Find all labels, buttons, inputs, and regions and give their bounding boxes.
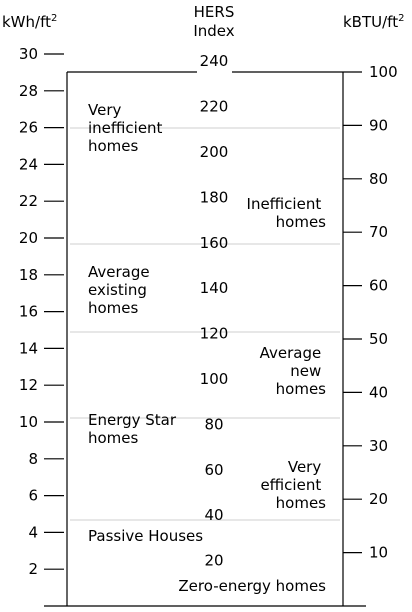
label-inefficient: Inefficient homes: [247, 195, 327, 231]
hers-value-label: 220: [200, 98, 229, 116]
right-tick-label: 90: [369, 116, 388, 134]
right-tick-label: 100: [369, 63, 398, 81]
hers-value-label: 20: [204, 552, 223, 570]
right-tick-label: 60: [369, 277, 388, 295]
left-tick-label: 8: [28, 450, 38, 468]
left-tick-label: 20: [19, 229, 38, 247]
guide-lines: [70, 127, 340, 521]
left-tick-label: 30: [19, 45, 38, 63]
left-axis-unit: kWh/ft2: [2, 13, 57, 31]
left-tick-label: 22: [19, 192, 38, 210]
label-energy-star: Energy Star homes: [88, 411, 181, 447]
left-tick-label: 26: [19, 119, 38, 137]
hers-title-line2: Index: [193, 22, 234, 40]
label-average-existing: Average existing homes: [88, 263, 154, 317]
left-tick-label: 14: [19, 339, 38, 357]
left-tick-label: 12: [19, 376, 38, 394]
right-tick-label: 70: [369, 223, 388, 241]
right-axis-unit: kBTU/ft2: [343, 13, 404, 31]
hers-value-label: 200: [200, 143, 229, 161]
right-tick-label: 40: [369, 383, 388, 401]
label-very-efficient: Very efficient homes: [260, 458, 326, 512]
hers-value-label: 180: [200, 188, 229, 206]
hers-value-label: 100: [200, 370, 229, 388]
hers-value-label: 140: [200, 279, 229, 297]
hers-value-label: 60: [204, 461, 223, 479]
left-tick-label: 10: [19, 413, 38, 431]
label-average-new: Average new homes: [260, 344, 327, 398]
hers-value-label: 120: [200, 325, 229, 343]
left-tick-label: 24: [19, 155, 38, 173]
left-tick-label: 16: [19, 303, 38, 321]
hers-title-line1: HERS: [194, 3, 235, 21]
right-axis-ticks: 10 20 30 40 50 60 70 80 90 100: [343, 63, 398, 562]
right-tick-label: 80: [369, 170, 388, 188]
hers-index-values: 20 40 60 80 100 120 140 160 180 200 220 240: [200, 52, 229, 569]
label-zero-energy: Zero-energy homes: [178, 577, 326, 595]
left-tick-label: 28: [19, 82, 38, 100]
right-tick-label: 30: [369, 437, 388, 455]
left-tick-label: 18: [19, 266, 38, 284]
right-tick-label: 10: [369, 544, 388, 562]
left-tick-label: 4: [28, 523, 38, 541]
right-tick-label: 50: [369, 330, 388, 348]
right-tick-label: 20: [369, 490, 388, 508]
label-very-inefficient: Very inefficient homes: [88, 101, 167, 155]
hers-value-label: 240: [200, 52, 229, 70]
hers-value-label: 160: [200, 234, 229, 252]
label-passive-houses: Passive Houses: [88, 527, 203, 545]
hers-value-label: 80: [204, 415, 223, 433]
left-tick-label: 2: [28, 560, 38, 578]
hers-value-label: 40: [204, 506, 223, 524]
chart-frame: [44, 71, 366, 607]
left-tick-label: 6: [28, 487, 38, 505]
